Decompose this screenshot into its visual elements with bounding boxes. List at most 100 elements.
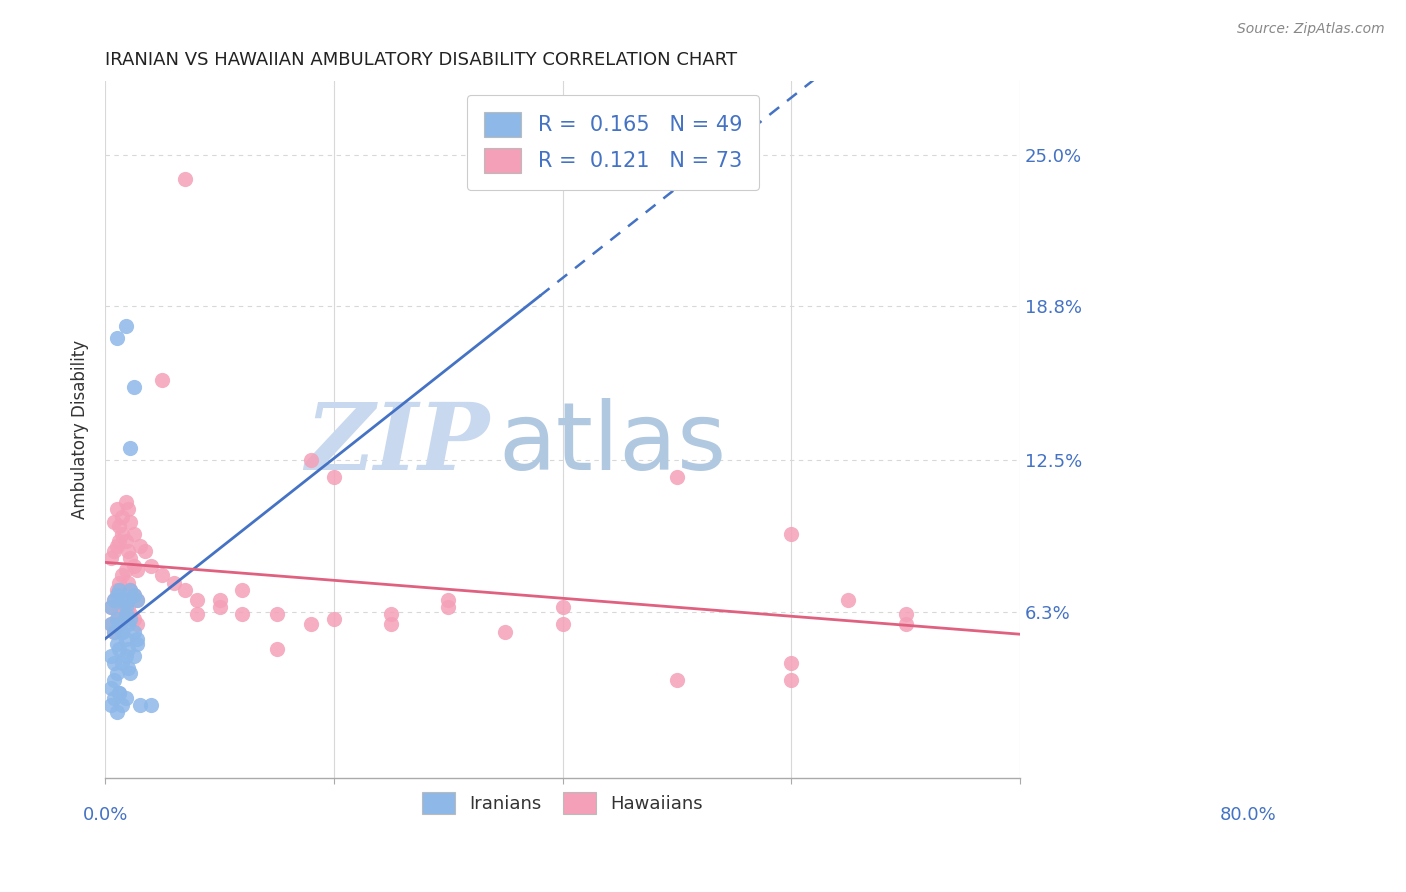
Point <box>108 686 131 700</box>
Point <box>837 592 859 607</box>
Point <box>103 544 125 558</box>
Point <box>108 582 131 597</box>
Point <box>174 582 197 597</box>
Point <box>117 575 139 590</box>
Point <box>186 592 208 607</box>
Point <box>111 526 134 541</box>
Point <box>105 539 128 553</box>
Point <box>299 453 322 467</box>
Point <box>114 690 136 705</box>
Point <box>780 526 803 541</box>
Point <box>122 648 145 663</box>
Point <box>117 502 139 516</box>
Point <box>128 698 150 712</box>
Point <box>114 563 136 577</box>
Point <box>437 600 460 615</box>
Point <box>208 592 231 607</box>
Point <box>108 534 131 549</box>
Point <box>117 661 139 675</box>
Point <box>114 592 136 607</box>
Point <box>122 624 145 639</box>
Point <box>105 612 128 626</box>
Point <box>100 600 122 615</box>
Point <box>117 544 139 558</box>
Point <box>108 607 131 622</box>
Point <box>105 331 128 345</box>
Point <box>108 617 131 632</box>
Point <box>103 690 125 705</box>
Point <box>100 617 122 632</box>
Point <box>127 563 149 577</box>
Point <box>103 515 125 529</box>
Point <box>150 568 173 582</box>
Y-axis label: Ambulatory Disability: Ambulatory Disability <box>72 340 89 519</box>
Point <box>117 617 139 632</box>
Point <box>120 666 142 681</box>
Point <box>780 657 803 671</box>
Point <box>103 657 125 671</box>
Point <box>380 617 402 632</box>
Point <box>127 632 149 646</box>
Point <box>122 588 145 602</box>
Point <box>105 666 128 681</box>
Point <box>174 172 197 186</box>
Point <box>100 617 122 632</box>
Point <box>111 624 134 639</box>
Point <box>380 607 402 622</box>
Point <box>139 698 162 712</box>
Point <box>122 612 145 626</box>
Legend: Iranians, Hawaiians: Iranians, Hawaiians <box>415 785 710 822</box>
Point <box>665 470 688 484</box>
Point <box>437 592 460 607</box>
Text: 80.0%: 80.0% <box>1220 806 1277 824</box>
Point <box>186 607 208 622</box>
Text: atlas: atlas <box>499 398 727 490</box>
Point <box>266 607 288 622</box>
Point <box>105 612 128 626</box>
Point <box>122 588 145 602</box>
Point <box>111 568 134 582</box>
Point <box>163 575 186 590</box>
Point <box>122 558 145 573</box>
Point <box>108 519 131 533</box>
Point <box>111 600 134 615</box>
Point <box>114 534 136 549</box>
Point <box>127 592 149 607</box>
Point <box>266 641 288 656</box>
Point <box>108 686 131 700</box>
Point <box>114 600 136 615</box>
Text: ZIP: ZIP <box>305 399 489 489</box>
Point <box>894 607 917 622</box>
Point <box>120 551 142 566</box>
Point <box>127 637 149 651</box>
Point <box>105 637 128 651</box>
Point <box>114 607 136 622</box>
Point <box>105 588 128 602</box>
Point <box>208 600 231 615</box>
Point <box>100 698 122 712</box>
Text: IRANIAN VS HAWAIIAN AMBULATORY DISABILITY CORRELATION CHART: IRANIAN VS HAWAIIAN AMBULATORY DISABILIT… <box>105 51 737 69</box>
Point <box>128 539 150 553</box>
Point <box>299 617 322 632</box>
Point <box>231 582 253 597</box>
Point <box>114 632 136 646</box>
Point <box>120 612 142 626</box>
Point <box>100 648 122 663</box>
Text: Source: ZipAtlas.com: Source: ZipAtlas.com <box>1237 22 1385 37</box>
Point <box>120 607 142 622</box>
Point <box>127 592 149 607</box>
Point <box>114 648 136 663</box>
Point <box>122 526 145 541</box>
Point <box>120 582 142 597</box>
Point <box>780 673 803 688</box>
Point <box>111 509 134 524</box>
Point <box>322 612 344 626</box>
Point <box>120 515 142 529</box>
Point <box>108 641 131 656</box>
Point <box>231 607 253 622</box>
Point <box>105 705 128 719</box>
Point <box>139 558 162 573</box>
Point <box>111 624 134 639</box>
Point <box>494 624 516 639</box>
Point <box>322 470 344 484</box>
